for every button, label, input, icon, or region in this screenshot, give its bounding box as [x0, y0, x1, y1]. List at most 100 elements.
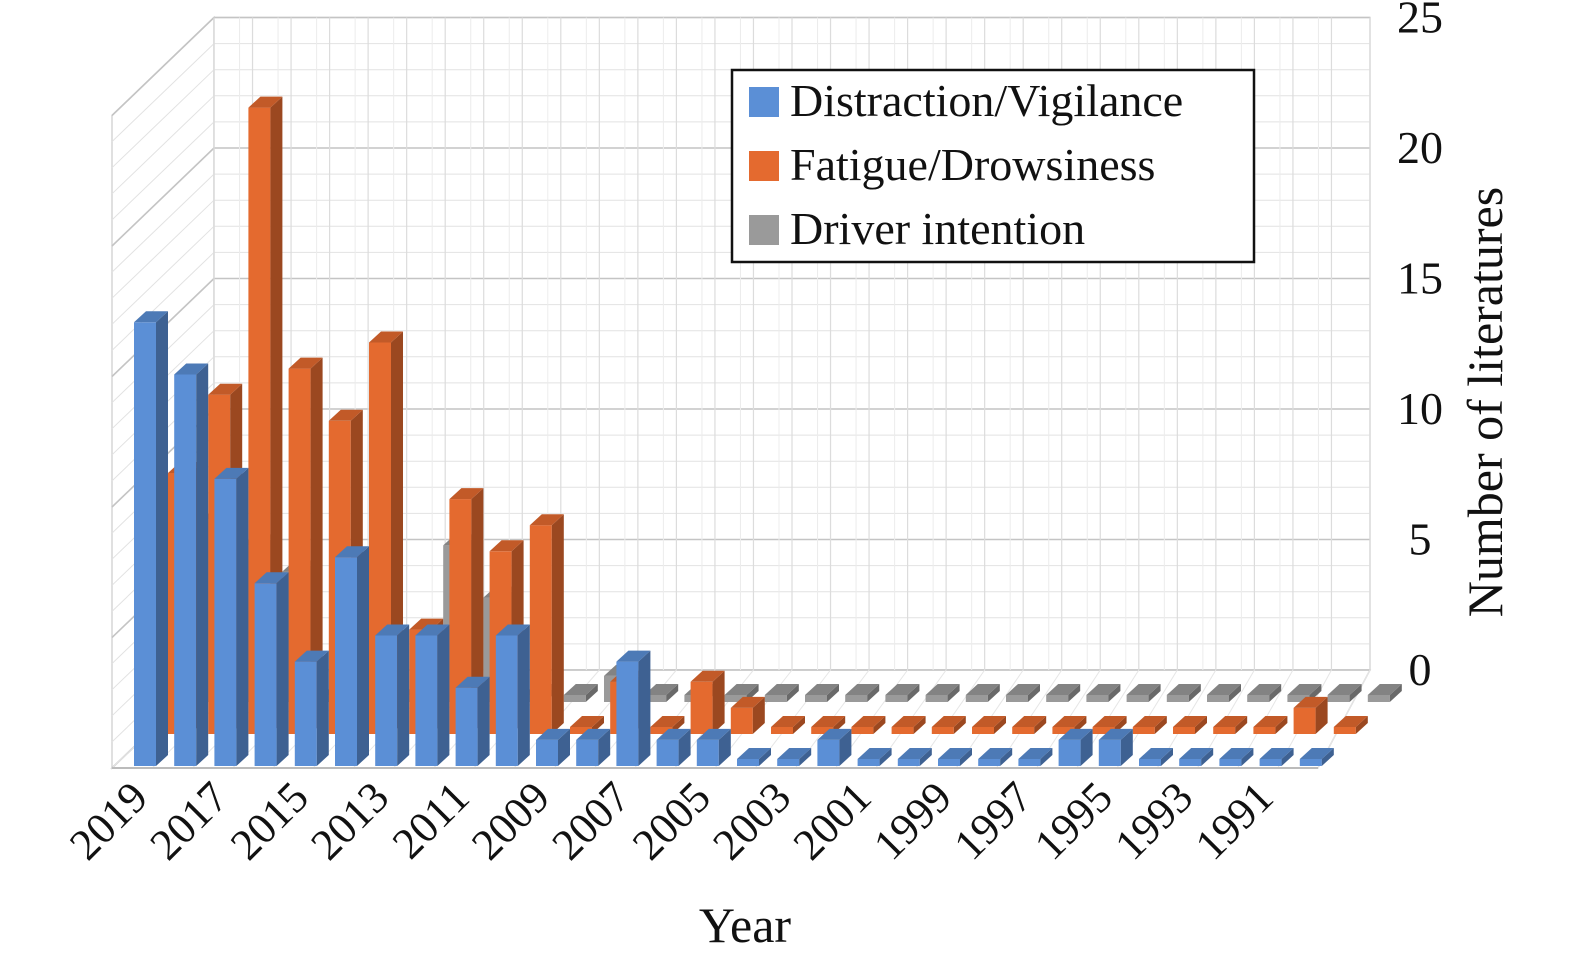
- bar-side: [558, 728, 570, 766]
- bar-front: [214, 478, 237, 766]
- bar-side: [1241, 748, 1254, 766]
- bar: [965, 684, 1000, 702]
- x-axis-title: Year: [699, 897, 791, 953]
- bar-side: [1068, 684, 1081, 702]
- bar-front: [644, 695, 667, 702]
- bar-front: [851, 727, 874, 734]
- x-tick-label: 2009: [462, 772, 559, 869]
- bar-side: [1108, 684, 1121, 702]
- gridline-side: [111, 121, 215, 221]
- bar-top: [1126, 684, 1161, 695]
- bar-side: [1349, 684, 1362, 702]
- bar: [455, 676, 490, 766]
- bar-top: [1132, 716, 1167, 727]
- bar-top: [174, 363, 209, 375]
- bar-top: [1207, 684, 1241, 695]
- bar-front: [764, 695, 787, 702]
- bar: [817, 728, 852, 766]
- y-tick-label: 25: [1397, 0, 1443, 43]
- bar-front: [1247, 695, 1270, 702]
- bar: [1046, 684, 1081, 702]
- bar: [656, 728, 691, 766]
- bar: [851, 716, 886, 734]
- bar-side: [987, 684, 1000, 702]
- bar-side: [1195, 716, 1207, 734]
- y-tick-label: 20: [1397, 122, 1443, 173]
- x-tick-label: 1999: [864, 772, 961, 869]
- bar-top: [1247, 684, 1282, 695]
- bar-top: [1287, 684, 1322, 695]
- bar: [845, 684, 880, 702]
- bar-top: [1327, 684, 1362, 695]
- bar: [1018, 748, 1053, 766]
- bar: [1367, 684, 1402, 702]
- legend-label-intention: Driver intention: [790, 203, 1085, 254]
- bar-top: [294, 650, 329, 662]
- bar: [563, 684, 598, 702]
- x-tick-label: 1991: [1186, 772, 1283, 869]
- x-tick-label: 2011: [383, 772, 479, 868]
- bar-side: [1321, 748, 1334, 766]
- bar: [529, 514, 564, 734]
- bar-side: [316, 650, 329, 766]
- bar: [1247, 684, 1282, 702]
- bar-front: [1092, 727, 1115, 734]
- bar-side: [437, 624, 450, 766]
- bar-top: [415, 624, 450, 636]
- bar: [134, 311, 168, 766]
- bar-front: [1333, 727, 1356, 734]
- bar-top: [563, 684, 598, 695]
- bar-front: [1259, 759, 1282, 766]
- bar-front: [415, 635, 438, 766]
- bar-top: [1046, 684, 1081, 695]
- bar-top: [1213, 716, 1248, 727]
- x-tick-label: 2015: [221, 772, 318, 869]
- bar-top: [965, 684, 1000, 695]
- bar-front: [1058, 739, 1081, 766]
- bar-side: [276, 572, 289, 766]
- bar: [737, 748, 771, 766]
- bar-front: [1132, 727, 1155, 734]
- bar-front: [1293, 707, 1316, 734]
- bar-front: [1086, 695, 1109, 702]
- bar: [375, 624, 410, 766]
- bar-side: [638, 650, 651, 766]
- x-tick-label: 2007: [543, 772, 640, 869]
- bar: [576, 728, 611, 766]
- bar-front: [1052, 727, 1075, 734]
- bar-side: [718, 728, 731, 766]
- bar-top: [1173, 716, 1207, 727]
- bar: [1139, 748, 1173, 766]
- bar-side: [793, 716, 805, 734]
- bar-top: [1179, 748, 1214, 759]
- bar: [495, 624, 530, 766]
- bar-top: [1052, 716, 1087, 727]
- bar-top: [455, 676, 490, 688]
- bar-side: [1235, 716, 1248, 734]
- bar-side: [712, 670, 725, 734]
- bar-front: [931, 727, 954, 734]
- x-tick-label: 1995: [1025, 772, 1122, 869]
- bar: [536, 728, 570, 766]
- bar-front: [1253, 727, 1276, 734]
- bar-front: [1327, 695, 1350, 702]
- bar-top: [529, 514, 564, 526]
- x-tick-label: 2003: [703, 772, 800, 869]
- bar: [972, 716, 1006, 734]
- legend-label-distraction: Distraction/Vigilance: [790, 75, 1183, 126]
- y-tick-label: 5: [1409, 514, 1432, 565]
- bar-top: [696, 728, 731, 740]
- bar-front: [335, 557, 357, 766]
- bar-top: [724, 684, 759, 695]
- x-tick-label: 2017: [141, 772, 238, 869]
- bar-top: [885, 684, 920, 695]
- y-tick-label: 10: [1397, 383, 1443, 434]
- bar: [1299, 748, 1334, 766]
- bar-top: [409, 618, 444, 630]
- bar: [931, 716, 966, 734]
- bar-side: [1120, 728, 1133, 766]
- x-tick-label: 2013: [301, 772, 398, 869]
- bar: [1219, 748, 1254, 766]
- bar-top: [972, 716, 1006, 727]
- bar: [696, 728, 731, 766]
